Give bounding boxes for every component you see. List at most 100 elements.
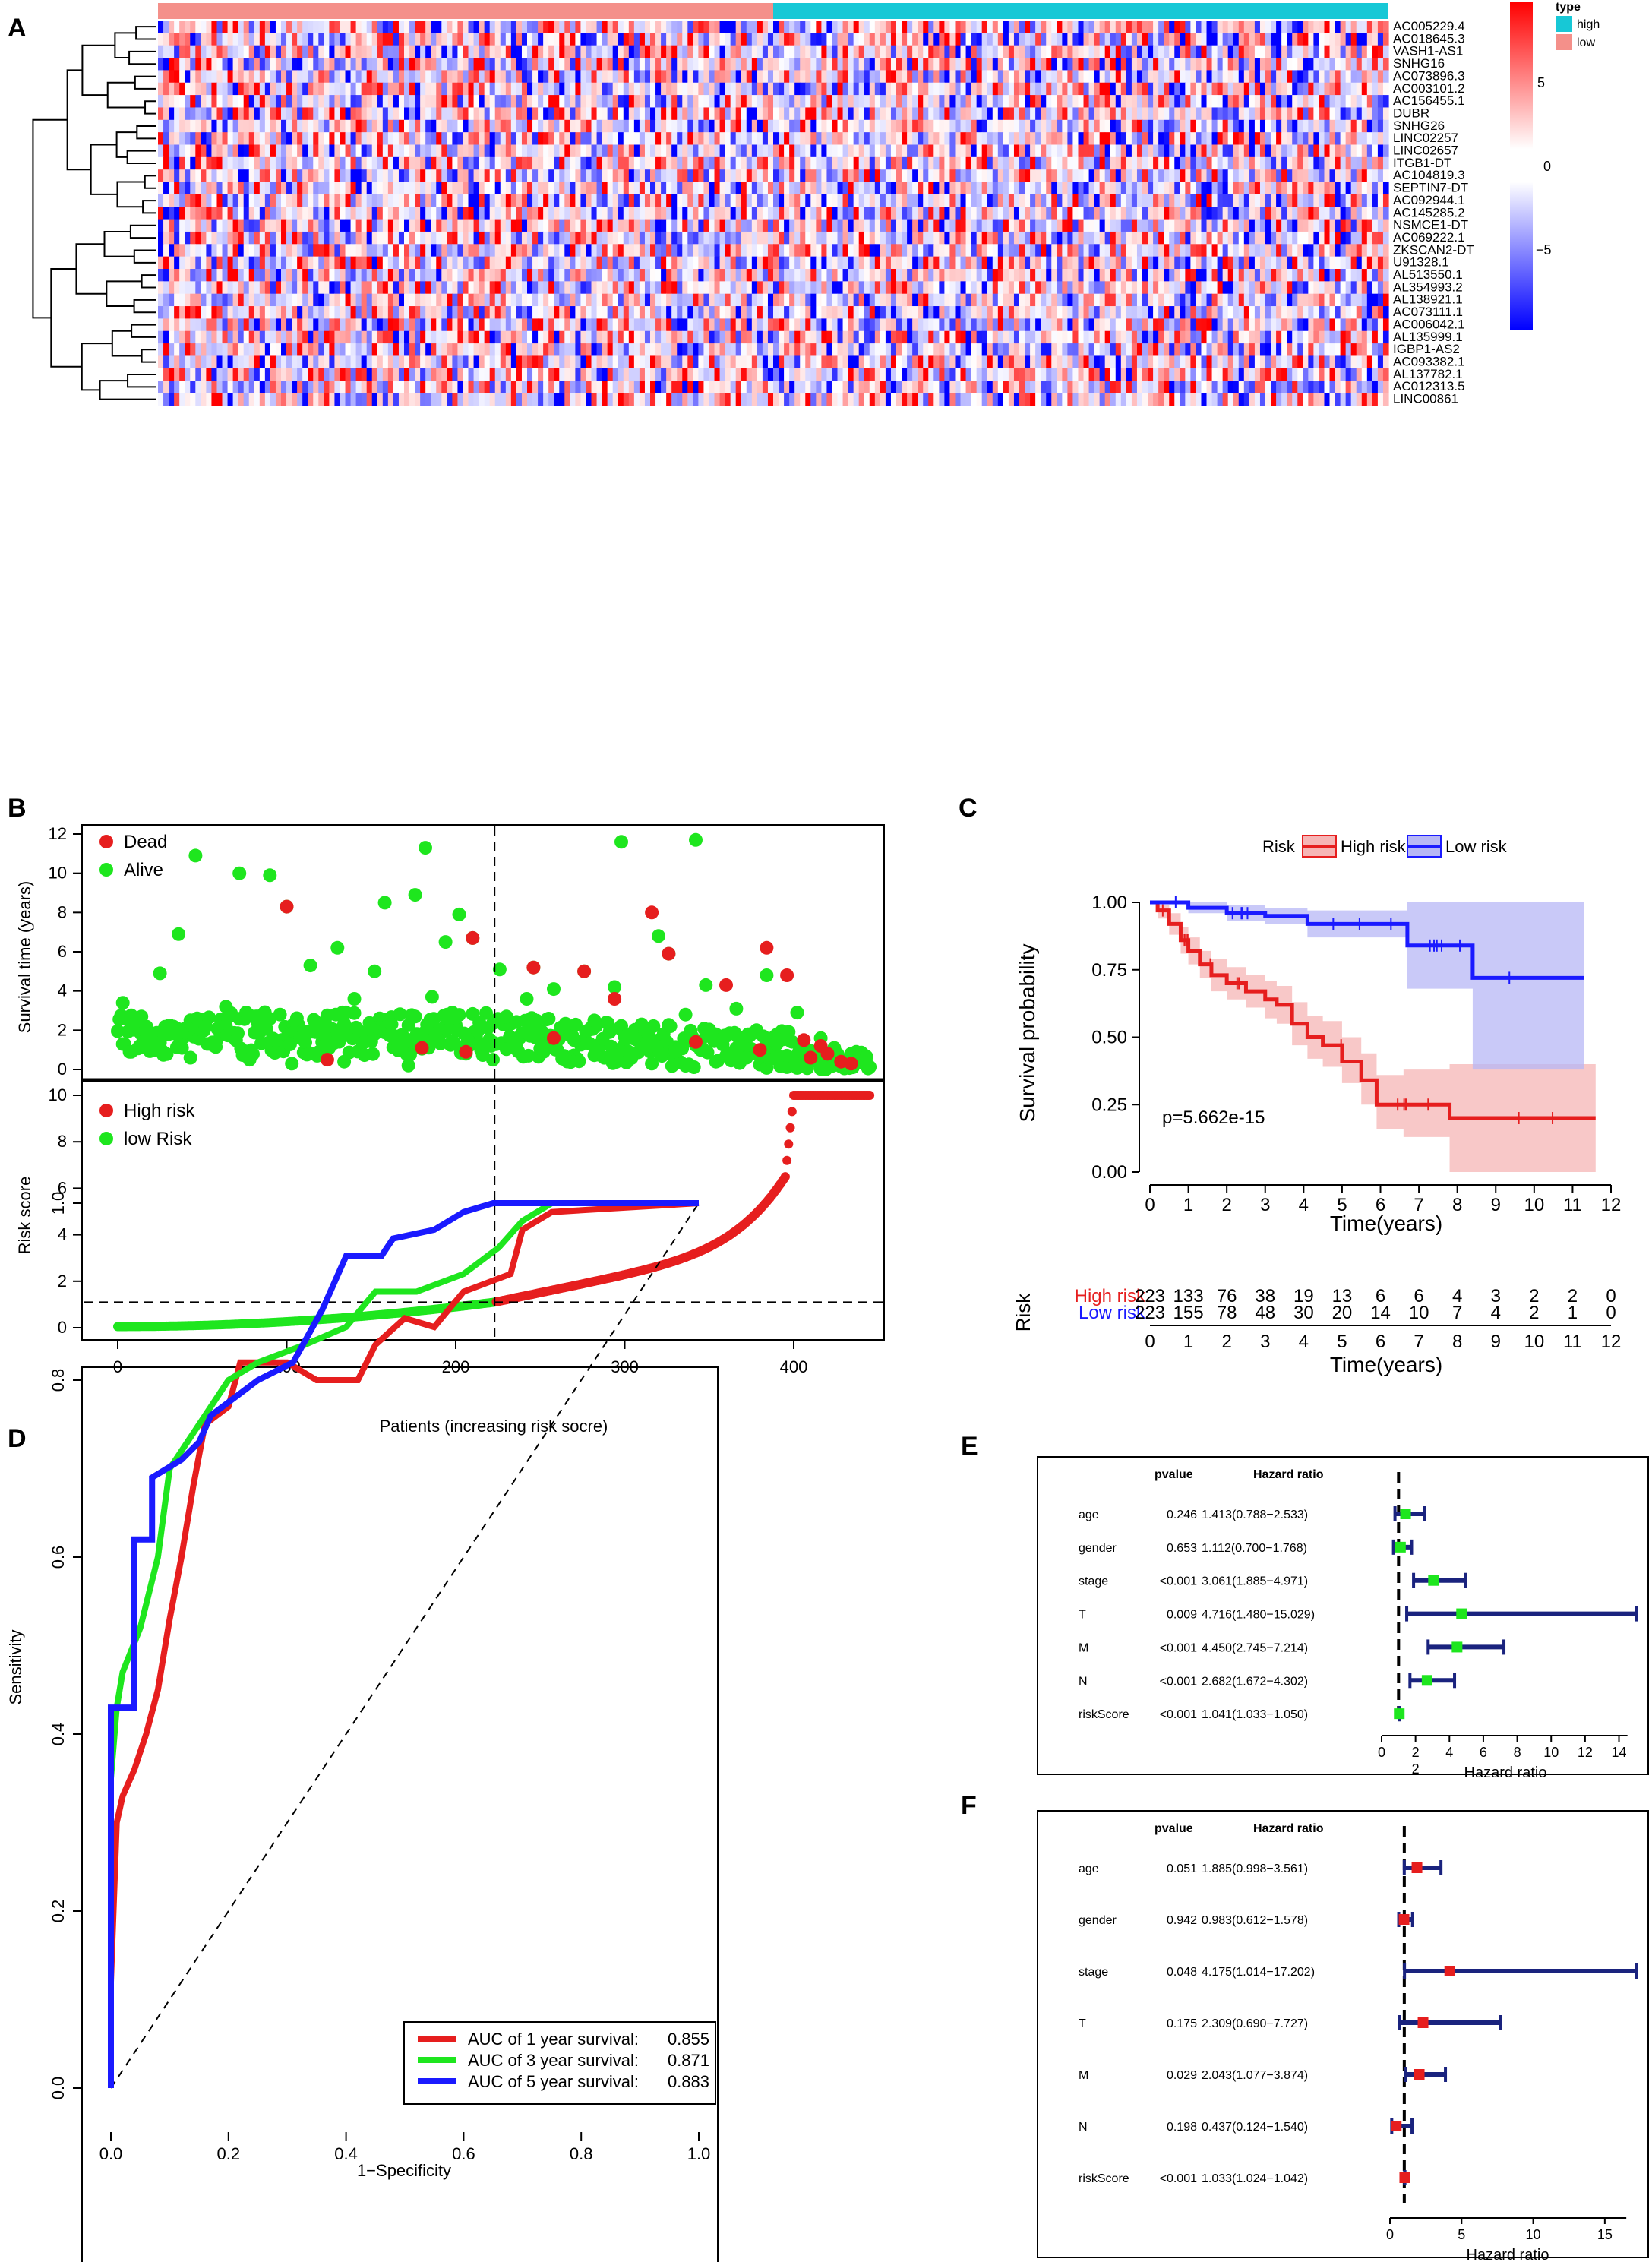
heatmap-cell: [1148, 70, 1154, 84]
heatmap-cell: [484, 194, 491, 207]
heatmap-cell: [1206, 95, 1213, 108]
heatmap-cell: [382, 70, 389, 84]
heatmap-cell: [586, 231, 592, 245]
heatmap-cell: [1361, 45, 1368, 58]
heatmap-cell: [532, 207, 539, 220]
heatmap-cell: [650, 182, 656, 195]
heatmap-cell: [206, 156, 213, 170]
heatmap-cell: [1382, 107, 1389, 121]
heatmap-cell: [270, 95, 276, 108]
heatmap-cell: [1094, 132, 1101, 145]
heatmap-cell: [596, 269, 603, 282]
heatmap-cell: [457, 156, 464, 170]
heatmap-cell: [1153, 269, 1159, 282]
heatmap-cell: [1259, 207, 1266, 220]
heatmap-cell: [366, 244, 373, 257]
heatmap-cell: [211, 82, 218, 96]
heatmap-cell: [618, 45, 624, 58]
heatmap-cell: [1222, 182, 1229, 195]
heatmap-cell: [281, 119, 287, 133]
heatmap-cell: [489, 119, 496, 133]
heatmap-cell: [784, 144, 790, 158]
heatmap-cell: [1072, 156, 1079, 170]
heatmap-cell: [992, 45, 999, 58]
heatmap-cell: [243, 33, 250, 46]
heatmap-cell: [1051, 182, 1057, 195]
heatmap-cell: [366, 144, 373, 158]
heatmap-cell: [1025, 156, 1031, 170]
heatmap-cell: [741, 169, 747, 182]
heatmap-cell: [452, 70, 459, 84]
heatmap-cell: [1372, 95, 1379, 108]
heatmap-cell: [677, 207, 683, 220]
heatmap-cell: [308, 144, 314, 158]
heatmap-cell: [436, 256, 442, 270]
heatmap-cell: [425, 231, 431, 245]
heatmap-cell: [447, 182, 453, 195]
heatmap-cell: [543, 194, 549, 207]
heatmap-cell: [1062, 207, 1068, 220]
heatmap-cell: [1265, 169, 1271, 182]
heatmap-cell: [1142, 269, 1148, 282]
heatmap-cell: [902, 219, 908, 232]
heatmap-cell: [516, 231, 523, 245]
heatmap-cell: [243, 144, 250, 158]
heatmap-cell: [211, 33, 218, 46]
heatmap-cell: [1287, 219, 1293, 232]
heatmap-cell: [976, 95, 983, 108]
heatmap-cell: [816, 244, 822, 257]
heatmap-cell: [463, 58, 469, 71]
heatmap-cell: [1308, 256, 1314, 270]
heatmap-cell: [543, 33, 549, 46]
heatmap-cell: [853, 82, 860, 96]
heatmap-cell: [890, 45, 897, 58]
heatmap-cell: [580, 269, 587, 282]
heatmap-cell: [281, 21, 287, 33]
heatmap-cell: [858, 82, 865, 96]
heatmap-cell: [254, 119, 261, 133]
heatmap-cell: [714, 82, 721, 96]
heatmap-cell: [254, 33, 261, 46]
heatmap-cell: [864, 132, 870, 145]
heatmap-cell: [746, 231, 753, 245]
heatmap-cell: [371, 132, 378, 145]
heatmap-cell: [564, 107, 570, 121]
heatmap-cell: [1211, 207, 1218, 220]
heatmap-cell: [543, 21, 549, 33]
heatmap-cell: [618, 256, 624, 270]
heatmap-cell: [1366, 82, 1373, 96]
heatmap-cell: [500, 194, 507, 207]
heatmap-cell: [1190, 70, 1197, 84]
heatmap-cell: [1313, 95, 1320, 108]
heatmap-cell: [1078, 256, 1085, 270]
heatmap-cell: [1340, 231, 1347, 245]
heatmap-cell: [431, 132, 437, 145]
heatmap-cell: [682, 144, 688, 158]
heatmap-cell: [409, 107, 415, 121]
heatmap-cell: [1003, 82, 1009, 96]
heatmap-cell: [612, 207, 619, 220]
heatmap-cell: [693, 33, 699, 46]
heatmap-cell: [259, 107, 266, 121]
heatmap-cell: [494, 70, 501, 84]
heatmap-cell: [1265, 194, 1271, 207]
heatmap-cell: [1019, 256, 1025, 270]
heatmap-cell: [858, 207, 865, 220]
heatmap-cell: [393, 119, 400, 133]
heatmap-cell: [918, 219, 924, 232]
heatmap-cell: [398, 182, 405, 195]
heatmap-cell: [944, 82, 951, 96]
heatmap-cell: [1158, 132, 1164, 145]
heatmap-cell: [757, 70, 763, 84]
heatmap-cell: [201, 132, 207, 145]
heatmap-cell: [981, 21, 988, 33]
heatmap-cell: [1174, 269, 1180, 282]
heatmap-cell: [473, 21, 480, 33]
heatmap-cell: [538, 269, 544, 282]
heatmap-cell: [933, 132, 940, 145]
heatmap-cell: [1025, 95, 1031, 108]
heatmap-cell: [1319, 182, 1325, 195]
heatmap-cell: [206, 58, 213, 71]
heatmap-cell: [174, 194, 180, 207]
heatmap-cell: [687, 182, 693, 195]
